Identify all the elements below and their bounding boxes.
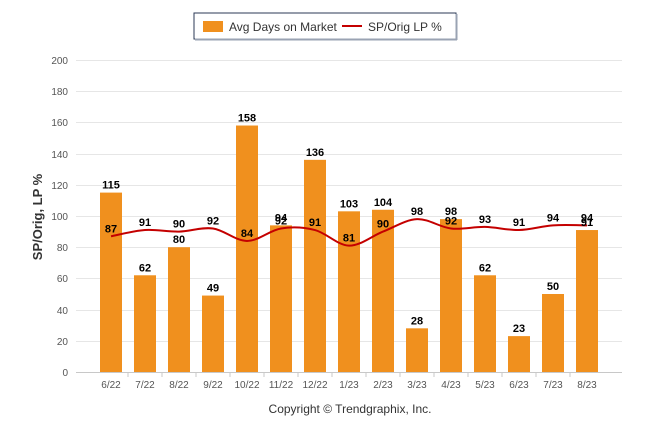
bar (406, 328, 428, 372)
y-tick-label: 140 (51, 150, 68, 161)
bar (440, 219, 462, 372)
line-value-label: 94 (547, 212, 560, 224)
line-value-label: 91 (309, 217, 321, 229)
bar-value-label: 103 (340, 198, 358, 210)
bar-value-label: 62 (139, 262, 151, 274)
x-tick-label: 3/23 (407, 380, 427, 391)
bar-value-label: 98 (445, 206, 457, 218)
line-value-label: 93 (479, 214, 491, 226)
y-tick-label: 180 (51, 87, 68, 98)
y-tick-label: 100 (51, 212, 68, 223)
bar-series (100, 125, 598, 373)
bar (576, 230, 598, 372)
bar-value-label: 94 (275, 212, 288, 224)
bar-value-label: 158 (238, 113, 256, 125)
y-tick-label: 20 (57, 337, 69, 348)
bar-value-label: 115 (102, 180, 120, 192)
bar (338, 211, 360, 372)
x-tick-label: 7/22 (135, 380, 155, 391)
x-tick-label: 11/22 (269, 380, 294, 391)
bar (134, 275, 156, 372)
line-value-label: 91 (513, 217, 525, 229)
line-value-label: 92 (445, 215, 457, 227)
line-value-label: 92 (207, 215, 219, 227)
x-tick-label: 1/23 (339, 380, 359, 391)
bar (508, 336, 530, 372)
legend: Avg Days on Market SP/Orig LP % (193, 12, 458, 41)
y-axis-ticks: 0 20 40 60 80 100 120 140 160 180 200 (51, 56, 68, 379)
bar (168, 247, 190, 372)
x-tick-label: 4/23 (441, 380, 461, 391)
y-tick-label: 80 (57, 243, 69, 254)
x-tick-label: 8/23 (577, 380, 597, 391)
y-tick-label: 40 (57, 306, 69, 317)
line-value-label: 87 (105, 223, 117, 235)
line-series (110, 218, 588, 247)
x-tick-label: 6/23 (509, 380, 529, 391)
line-value-label: 84 (241, 228, 254, 240)
line-value-label: 81 (343, 233, 355, 245)
line-value-label: 90 (377, 219, 389, 231)
y-tick-label: 0 (62, 368, 68, 379)
bar (372, 209, 394, 372)
bar-value-label: 136 (306, 147, 324, 159)
bar (542, 294, 564, 372)
bar (474, 275, 496, 372)
y-tick-label: 60 (57, 274, 69, 285)
bar-value-label: 91 (581, 217, 593, 229)
x-tick-label: 8/22 (169, 380, 189, 391)
legend-bar-swatch (203, 21, 223, 32)
x-axis-ticks: 6/22 7/22 8/22 9/22 10/22 11/22 12/22 1/23 2/23 3… (101, 372, 597, 391)
x-tick-label: 12/22 (302, 380, 327, 391)
x-tick-label: 5/23 (475, 380, 495, 391)
line-path (110, 218, 588, 247)
bar-value-label: 50 (547, 281, 559, 293)
line-value-label: 94 (581, 212, 594, 224)
bar (236, 125, 258, 373)
bar-value-label: 80 (173, 234, 185, 246)
bar-value-label: 62 (479, 262, 491, 274)
bar (202, 295, 224, 372)
y-tick-label: 160 (51, 118, 68, 129)
y-axis-title: SP/Orig, LP % (30, 173, 45, 260)
x-tick-label: 2/23 (373, 380, 393, 391)
bar (304, 159, 326, 372)
line-value-label: 91 (139, 217, 151, 229)
x-tick-label: 10/22 (234, 380, 259, 391)
bar-value-label: 104 (374, 197, 393, 209)
y-tick-label: 200 (51, 56, 68, 67)
x-tick-label: 9/22 (203, 380, 223, 391)
y-tick-label: 120 (51, 181, 68, 192)
bar-value-label: 28 (411, 315, 423, 327)
line-value-label: 98 (411, 206, 423, 218)
x-tick-label: 7/23 (543, 380, 563, 391)
legend-bar-label: Avg Days on Market (229, 20, 337, 34)
copyright-credit: Copyright © Trendgraphix, Inc. (269, 402, 432, 416)
line-value-label: 90 (173, 219, 185, 231)
legend-line-label: SP/Orig LP % (368, 20, 442, 34)
bar (270, 225, 292, 372)
line-value-label: 92 (275, 215, 287, 227)
bar-value-label: 49 (207, 283, 219, 295)
bar-value-label: 23 (513, 323, 525, 335)
x-tick-label: 6/22 (101, 380, 121, 391)
bar (100, 192, 122, 372)
